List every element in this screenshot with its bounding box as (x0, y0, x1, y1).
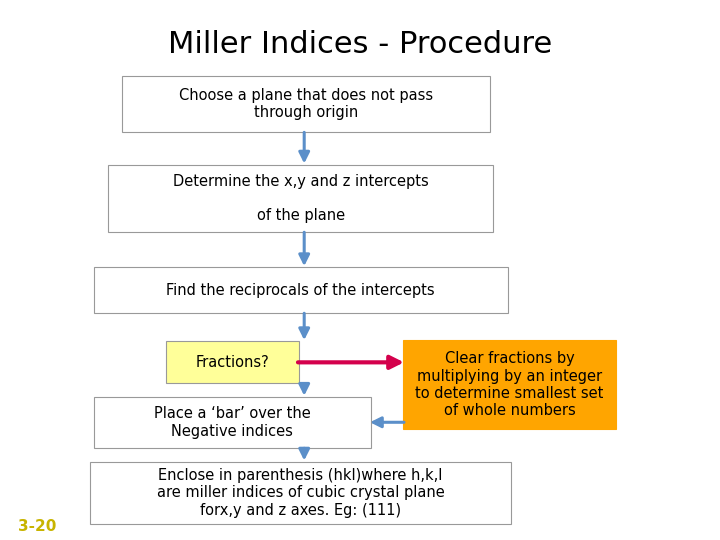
FancyBboxPatch shape (94, 397, 371, 448)
FancyBboxPatch shape (94, 267, 508, 313)
Text: Enclose in parenthesis (hkl)where h,k,l
are miller indices of cubic crystal plan: Enclose in parenthesis (hkl)where h,k,l … (157, 468, 444, 518)
Text: 3-20: 3-20 (18, 518, 56, 534)
Text: Find the reciprocals of the intercepts: Find the reciprocals of the intercepts (166, 283, 435, 298)
Text: Choose a plane that does not pass
through origin: Choose a plane that does not pass throug… (179, 87, 433, 120)
Text: Determine the x,y and z intercepts

of the plane: Determine the x,y and z intercepts of th… (173, 173, 428, 224)
FancyBboxPatch shape (166, 341, 299, 383)
Text: Clear fractions by
multiplying by an integer
to determine smallest set
of whole : Clear fractions by multiplying by an int… (415, 351, 603, 418)
FancyBboxPatch shape (90, 462, 511, 524)
Text: Miller Indices - Procedure: Miller Indices - Procedure (168, 30, 552, 59)
FancyBboxPatch shape (108, 165, 493, 232)
FancyBboxPatch shape (122, 76, 490, 132)
FancyBboxPatch shape (403, 340, 616, 429)
Text: Fractions?: Fractions? (195, 355, 269, 370)
Text: Place a ‘bar’ over the
Negative indices: Place a ‘bar’ over the Negative indices (154, 406, 310, 438)
